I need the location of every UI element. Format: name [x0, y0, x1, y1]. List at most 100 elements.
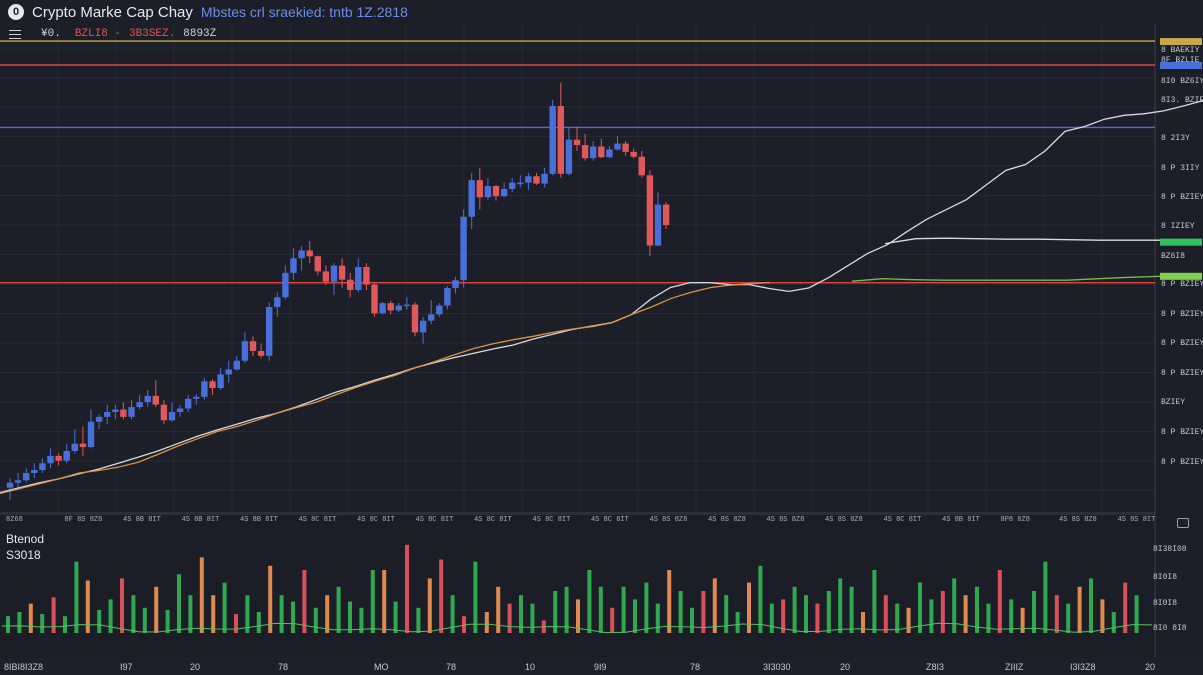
price-tick-label: 8 2I3Y	[1161, 134, 1190, 143]
volume-bar-96	[1100, 599, 1105, 633]
candle-body-65	[533, 176, 540, 184]
candle-body-41	[338, 265, 346, 280]
volume-bar-70	[804, 595, 808, 633]
volume-bar-90	[1032, 591, 1036, 633]
volume-bar-5	[63, 616, 67, 633]
app-subtitle[interactable]: Mbstes crl sraekied: tntb 1Z.2818	[200, 4, 408, 20]
volume-bar-68	[781, 599, 786, 633]
time-tick-label: 8F 8S 8Z8	[65, 516, 103, 524]
price-tag-2	[1160, 238, 1202, 246]
volume-bar-60	[690, 607, 694, 633]
candle-body-63	[517, 182, 524, 185]
price-tick-label: 8 P BZIEY	[1161, 280, 1203, 289]
price-tick-label: 8 P BZIEY	[1161, 458, 1203, 467]
volume-bar-8	[97, 609, 102, 633]
volume-bar-34	[393, 601, 398, 633]
moving-average-3	[884, 237, 1160, 245]
volume-ma-line	[1, 622, 1153, 634]
candle-body-7	[63, 451, 70, 461]
volume-bar-61	[701, 591, 706, 633]
time-tick-label: 4S 8C 8IT	[357, 516, 395, 524]
ohlc-value-c: 3B3SEZ.	[129, 28, 176, 40]
volume-bar-63	[724, 595, 729, 633]
candle-body-10	[87, 421, 95, 448]
candle-body-56	[460, 216, 467, 281]
candle-body-61	[500, 188, 508, 197]
volume-bar-58	[667, 570, 672, 633]
volume-bar-62	[712, 578, 717, 633]
volume-bar-55	[633, 599, 637, 633]
candle-body-11	[95, 416, 103, 422]
volume-bar-86	[986, 603, 991, 633]
candle-body-8	[71, 443, 78, 451]
bottom-axis-bar	[0, 658, 1203, 675]
time-tick-label: 4S 8B 8IT	[942, 516, 980, 524]
volume-bar-2	[28, 603, 33, 633]
volume-bar-98	[1123, 582, 1128, 633]
candle-body-6	[55, 455, 62, 461]
volume-bar-38	[439, 559, 444, 633]
volume-bar-88	[1009, 599, 1014, 633]
candle-body-32	[266, 307, 273, 356]
candle-body-3	[31, 470, 38, 473]
volume-bar-11	[131, 595, 136, 633]
moving-average-1	[0, 281, 771, 495]
volume-bar-39	[450, 595, 455, 633]
volume-bar-12	[142, 607, 147, 633]
volume-bar-13	[154, 586, 159, 633]
volume-bar-91	[1043, 561, 1048, 633]
candle-body-19	[160, 404, 168, 421]
volume-bar-43	[496, 586, 501, 633]
volume-bar-77	[883, 595, 888, 633]
volume-bar-24	[279, 595, 284, 633]
volume-bar-64	[735, 612, 740, 633]
ohlc-value-b: BZLI8 -	[74, 28, 122, 40]
volume-tick-label: 8I0 8I8	[1153, 624, 1187, 633]
candle-body-49	[403, 304, 411, 307]
candle-body-0	[6, 482, 14, 488]
time-tick-label: 4S 8C 8IT	[533, 516, 571, 524]
volume-bar-19	[222, 582, 227, 633]
candle-body-66	[541, 173, 548, 184]
volume-bar-93	[1066, 603, 1071, 633]
volume-bar-42	[484, 612, 489, 633]
volume-bar-78	[895, 603, 900, 633]
ohlc-value-a: ¥0.	[41, 28, 61, 40]
volume-bar-40	[462, 616, 466, 633]
candle-body-2	[23, 472, 30, 481]
volume-bar-97	[1111, 612, 1116, 633]
candle-body-72	[590, 146, 597, 159]
volume-bar-26	[302, 570, 307, 633]
candle-body-60	[492, 186, 500, 197]
price-tick-label: 8 P BZIEY	[1161, 339, 1203, 348]
menu-icon[interactable]	[9, 29, 21, 39]
candle-body-35	[290, 258, 297, 273]
volume-bar-52	[598, 586, 603, 633]
bottom-tick-label: I3I3Z8	[1070, 662, 1096, 672]
candle-body-39	[322, 271, 330, 282]
time-tick-label: 4S 8B 8IT	[240, 516, 278, 524]
candle-body-79	[646, 175, 654, 246]
volume-bar-49	[564, 586, 569, 633]
candle-body-51	[419, 320, 427, 333]
candle-body-5	[47, 455, 54, 464]
candle-body-15	[128, 407, 135, 417]
volume-bar-0	[6, 616, 10, 633]
candle-body-80	[654, 204, 662, 246]
candle-body-57	[468, 180, 475, 217]
axis-settings-icon[interactable]	[1177, 518, 1189, 528]
volume-bar-21	[245, 595, 250, 633]
candle-body-22	[185, 398, 192, 409]
bottom-tick-label: Z8I3	[926, 662, 944, 672]
volume-bar-69	[792, 586, 797, 633]
volume-bar-80	[918, 582, 922, 633]
volume-bar-20	[234, 614, 238, 633]
volume-value: S3018	[6, 548, 41, 562]
candle-body-12	[104, 411, 111, 417]
price-tick-label: 8 P BZIEY	[1161, 193, 1203, 202]
price-tick-label: 8 P BZIEY	[1161, 369, 1203, 378]
volume-bar-7	[85, 580, 90, 633]
bottom-tick-label: 10	[525, 662, 535, 672]
candle-body-52	[428, 314, 435, 321]
